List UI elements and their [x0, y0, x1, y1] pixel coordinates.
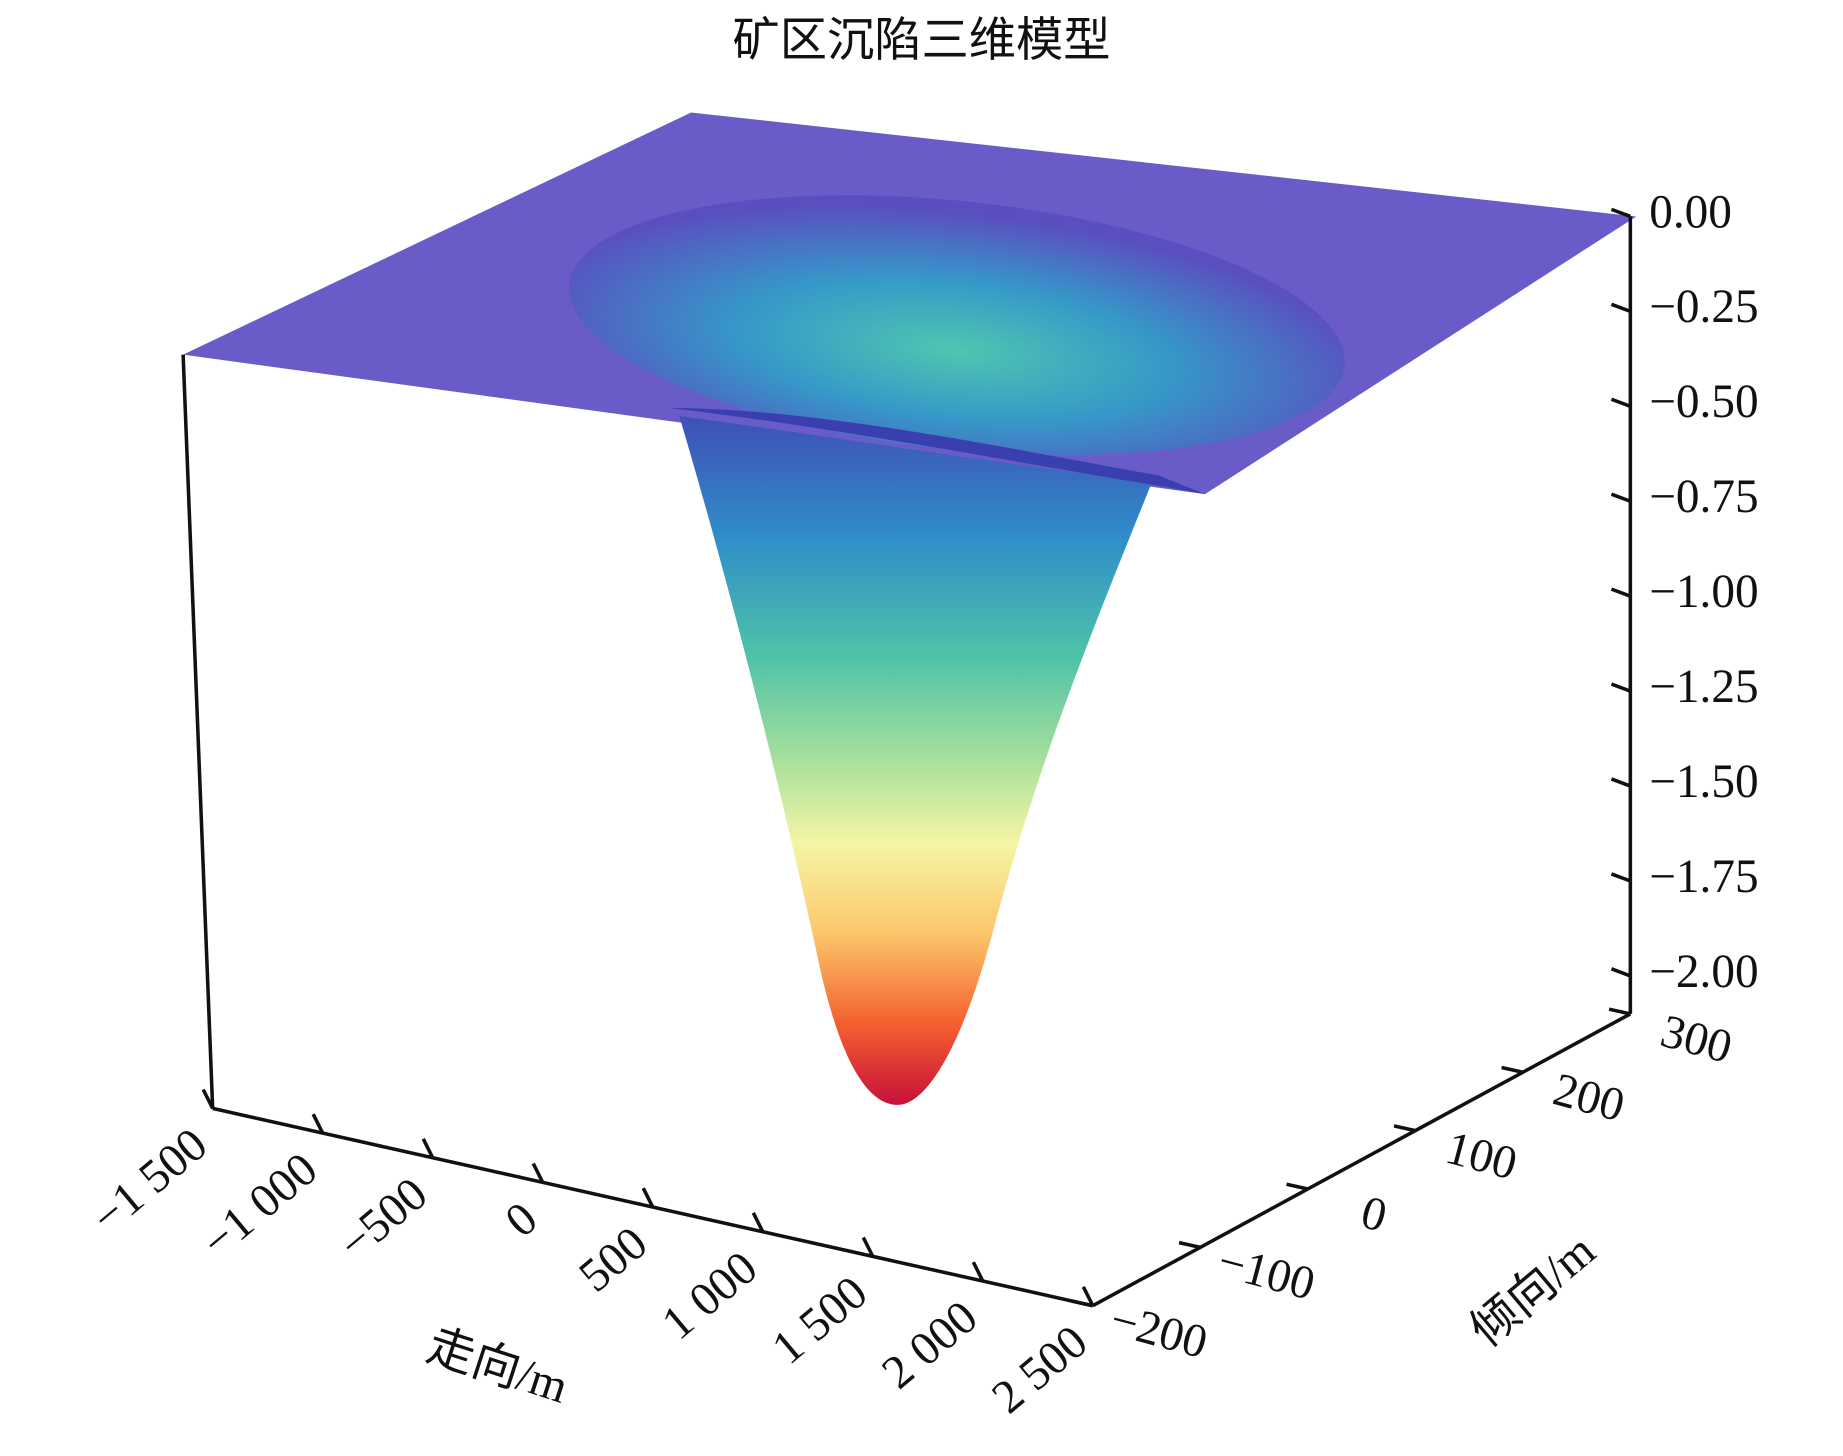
y-axis-line	[1091, 1012, 1632, 1308]
y-tick-label: 200	[1548, 1063, 1630, 1132]
x-tick	[641, 1187, 655, 1208]
z-tick-label: −0.25	[1649, 281, 1758, 333]
y-tick-label: −200	[1105, 1293, 1213, 1368]
x-tick	[971, 1261, 985, 1282]
y-axis-label: 倾向/m	[1461, 1224, 1605, 1357]
z-tick	[1610, 397, 1631, 408]
y-tick	[1501, 1065, 1524, 1074]
y-tick	[1071, 1299, 1094, 1308]
y-tick	[1393, 1124, 1416, 1133]
z-tick	[1610, 302, 1631, 314]
y-tick	[1178, 1240, 1201, 1250]
z-tick	[1610, 777, 1631, 788]
y-tick-label: 0	[1356, 1186, 1392, 1242]
z-tick	[1610, 492, 1631, 503]
x-tick-label: 1 000	[652, 1242, 767, 1350]
y-tick-label: 100	[1440, 1122, 1522, 1191]
x-tick-label: 2 000	[873, 1291, 988, 1399]
z-tick-label: −1.25	[1649, 661, 1758, 713]
z-tick	[1610, 967, 1631, 978]
z-tick	[1610, 682, 1631, 693]
z-tick	[1610, 872, 1631, 883]
x-tick-label: 2 500	[983, 1316, 1098, 1424]
chart-title: 矿区沉陷三维模型	[732, 15, 1110, 67]
z-tick-label: −1.75	[1649, 851, 1758, 903]
x-axis-label: 走向/m	[421, 1320, 575, 1414]
z-tick-label: 0.00	[1649, 186, 1732, 238]
z-tick-label: −1.00	[1649, 566, 1758, 618]
x-tick	[531, 1162, 545, 1184]
x-tick-label: −500	[329, 1168, 437, 1271]
x-tick	[751, 1212, 765, 1233]
surface-bowl	[568, 195, 1345, 456]
z-tick-label: −0.75	[1649, 471, 1758, 523]
z-tick-label: −1.50	[1649, 756, 1758, 808]
z-tick	[1610, 587, 1631, 598]
x-tick	[201, 1088, 215, 1110]
x-tick-label: 500	[570, 1217, 658, 1302]
x-tick-label: 0	[496, 1192, 548, 1247]
x-tick	[861, 1236, 875, 1258]
y-tick-label: −100	[1213, 1235, 1321, 1310]
x-tick	[311, 1113, 325, 1134]
z-tick-label: −2.00	[1649, 946, 1758, 998]
x-tick	[421, 1138, 435, 1159]
y-tick	[1608, 1007, 1631, 1016]
z-tick-label: −0.50	[1649, 376, 1758, 428]
x-tick-label: 1 500	[762, 1266, 877, 1374]
x-tick	[1081, 1286, 1095, 1307]
box-edge	[181, 354, 215, 1109]
y-tick	[1286, 1182, 1309, 1191]
y-tick-label: 300	[1655, 1005, 1737, 1074]
surface-funnel	[679, 416, 1152, 1105]
z-tick	[1610, 207, 1631, 219]
